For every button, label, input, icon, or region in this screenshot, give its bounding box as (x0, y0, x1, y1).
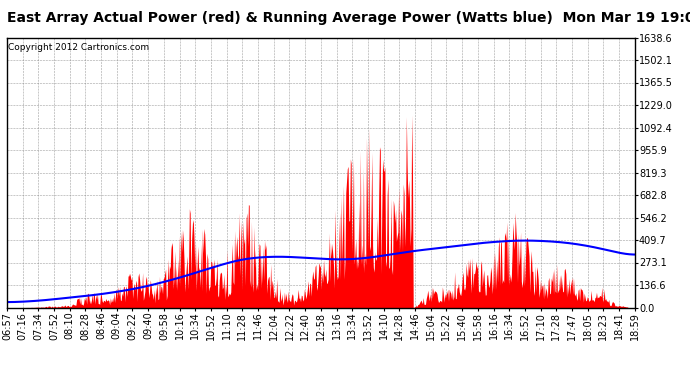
Text: East Array Actual Power (red) & Running Average Power (Watts blue)  Mon Mar 19 1: East Array Actual Power (red) & Running … (7, 11, 690, 25)
Text: Copyright 2012 Cartronics.com: Copyright 2012 Cartronics.com (8, 43, 149, 52)
